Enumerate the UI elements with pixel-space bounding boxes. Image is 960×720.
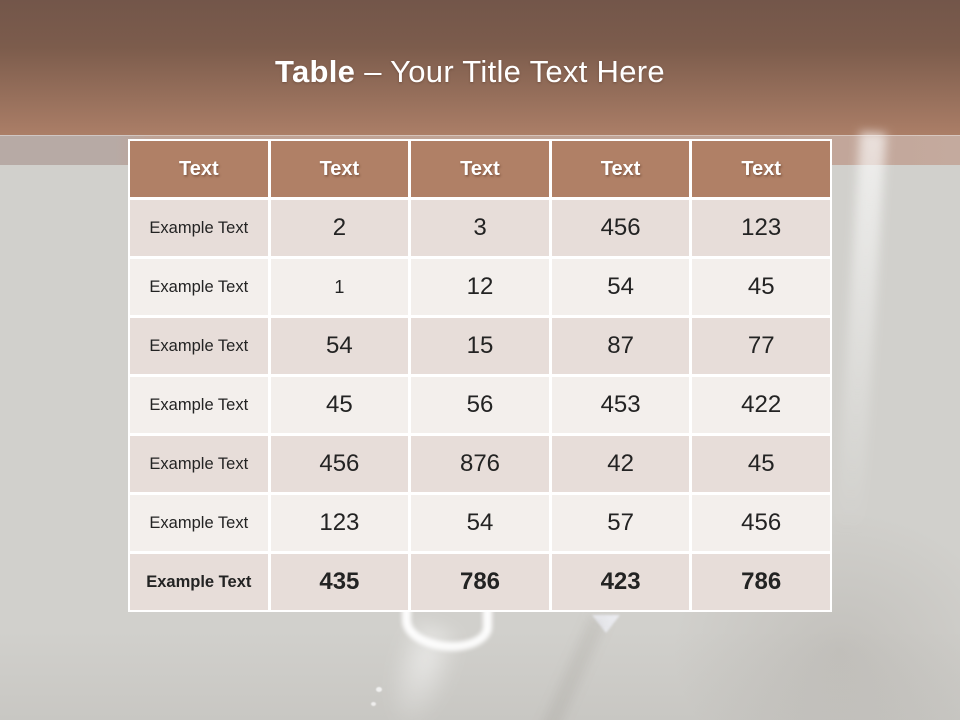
value-cell: 123 (692, 200, 830, 256)
background-highlight-streak (835, 131, 887, 533)
value-cell: 45 (270, 377, 409, 433)
value-cell: 2 (270, 200, 409, 256)
value-cell: 57 (551, 495, 690, 551)
header-cell: Text (130, 141, 268, 197)
header-cell: Text (411, 141, 549, 197)
value-cell: 77 (692, 318, 830, 374)
value-cell: 123 (270, 495, 409, 551)
value-cell: 453 (551, 377, 690, 433)
value-cell: 45 (692, 436, 830, 492)
value-cell: 3 (411, 200, 549, 256)
row-label-cell: Example Text (130, 495, 268, 551)
value-cell: 42 (551, 436, 690, 492)
value-cell: 876 (411, 436, 549, 492)
header-cell: Text (551, 141, 690, 197)
row-label-cell: Example Text (130, 200, 268, 256)
row-label-cell: Example Text (130, 554, 268, 610)
data-table: Text Text Text Text Text Example Text 2 3 456 123… (128, 139, 832, 612)
value-cell: 56 (411, 377, 549, 433)
value-cell: 435 (270, 554, 409, 610)
value-cell: 45 (692, 259, 830, 315)
value-cell: 456 (270, 436, 409, 492)
title-subtitle: – Your Title Text Here (364, 54, 665, 89)
value-cell: 786 (692, 554, 830, 610)
value-cell: 422 (692, 377, 830, 433)
value-cell: 423 (551, 554, 690, 610)
header-cell: Text (692, 141, 830, 197)
row-label-cell: Example Text (130, 377, 268, 433)
background-bottom-shade (0, 630, 960, 720)
value-cell: 87 (551, 318, 690, 374)
slide-title: Table – Your Title Text Here (0, 54, 940, 90)
header-cell: Text (270, 141, 409, 197)
background-speck (376, 687, 382, 692)
background-speck (371, 702, 376, 706)
title-banner (0, 0, 960, 135)
value-cell: 54 (411, 495, 549, 551)
row-label-cell: Example Text (130, 318, 268, 374)
row-label-cell: Example Text (130, 259, 268, 315)
value-cell: 1 (270, 259, 409, 315)
value-cell: 456 (551, 200, 690, 256)
value-cell: 12 (411, 259, 549, 315)
value-cell: 54 (551, 259, 690, 315)
background-collar-shape (402, 596, 492, 651)
value-cell: 786 (411, 554, 549, 610)
row-label-cell: Example Text (130, 436, 268, 492)
value-cell: 15 (411, 318, 549, 374)
title-keyword: Table (275, 54, 356, 89)
background-notch-shape (592, 615, 620, 633)
value-cell: 456 (692, 495, 830, 551)
value-cell: 54 (270, 318, 409, 374)
